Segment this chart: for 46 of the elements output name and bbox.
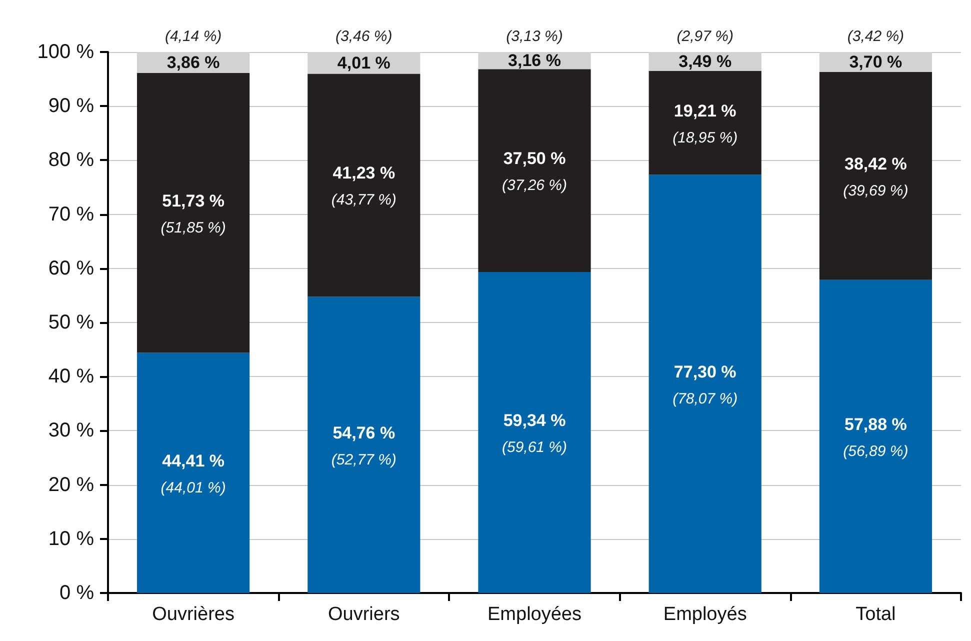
bar: [478, 69, 591, 272]
bar: [137, 72, 250, 353]
y-tick-label: 100 %: [37, 41, 94, 63]
x-tick-label: Total: [856, 604, 896, 625]
data-label: 54,76 % (52,77 %): [331, 423, 396, 468]
y-tick-label: 20 %: [48, 474, 94, 496]
y-tick-label: 80 %: [48, 149, 94, 172]
bar: [648, 174, 762, 593]
bar: [478, 272, 591, 593]
data-label: 38,42 % (39,69 %): [843, 154, 908, 200]
bar: [137, 352, 250, 593]
bar: [308, 74, 420, 297]
y-tick-label: 30 %: [48, 420, 94, 442]
annotation: (2,97 %): [676, 28, 734, 45]
x-tick-label: Employées: [488, 604, 582, 625]
data-label: 3,86 %: [166, 52, 220, 72]
bar: [308, 296, 420, 593]
data-label: 41,23 % (43,77 %): [331, 164, 396, 209]
annotation: (3,42 %): [847, 28, 904, 45]
data-label: 57,88 % (56,89 %): [843, 414, 908, 460]
data-label: 37,50 % (37,26 %): [502, 149, 568, 194]
y-tick-label: 90 %: [48, 95, 94, 118]
x-tick-label: Ouvriers: [328, 604, 400, 625]
data-label: 77,30 % (78,07 %): [672, 362, 738, 408]
data-label: 3,70 %: [849, 52, 902, 72]
y-tick-label: 40 %: [48, 366, 94, 388]
annotation: (4,14 %): [164, 28, 222, 45]
data-label: 3,49 %: [678, 52, 732, 71]
bar: [819, 280, 932, 593]
y-tick-label: 70 %: [48, 203, 94, 226]
y-tick-label: 10 %: [48, 528, 94, 550]
data-label: 59,34 % (59,61 %): [502, 410, 568, 456]
bar: [648, 70, 762, 175]
bar: [819, 72, 932, 280]
x-tick-label: Employés: [663, 604, 747, 625]
annotation: (3,13 %): [506, 28, 563, 45]
annotation: (3,46 %): [336, 28, 392, 45]
data-label: 4,01 %: [337, 53, 390, 72]
y-tick-label: 50 %: [48, 312, 94, 334]
data-label: 3,16 %: [508, 51, 561, 70]
y-tick-label: 60 %: [48, 257, 94, 280]
data-label: 51,73 % (51,85 %): [160, 191, 226, 236]
data-label: 44,41 % (44,01 %): [160, 451, 226, 496]
x-tick-label: Ouvrières: [152, 604, 234, 625]
data-label: 19,21 % (18,95 %): [672, 101, 738, 146]
y-tick-label: 0 %: [60, 582, 94, 604]
